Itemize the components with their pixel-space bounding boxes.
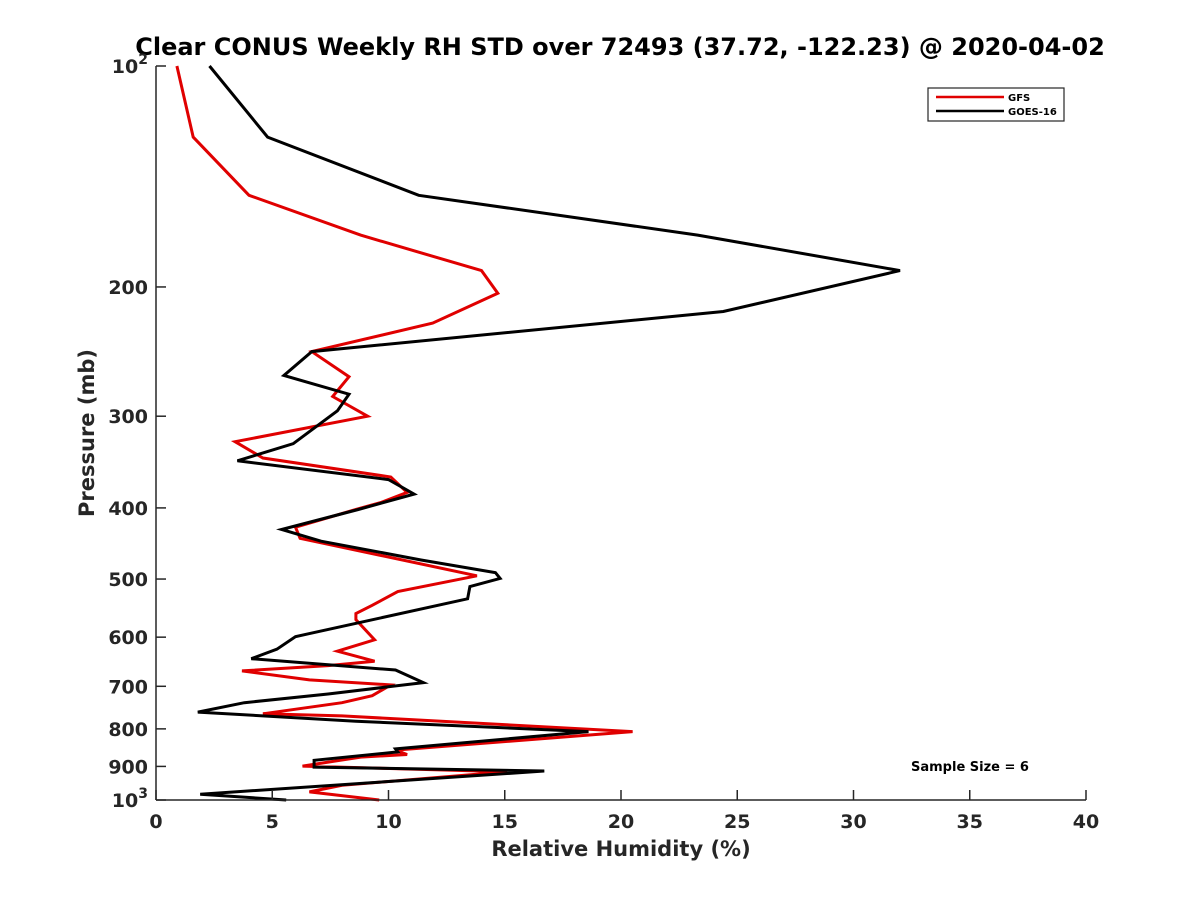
x-tick-label: 15 [492, 811, 518, 833]
sample-size-annotation: Sample Size = 6 [911, 760, 1029, 775]
x-tick-label: 0 [149, 811, 162, 833]
x-ticks: 0 5 10 15 20 25 30 35 40 [149, 790, 1099, 833]
y-tick-label: 700 [108, 676, 148, 698]
chart-title: Clear CONUS Weekly RH STD over 72493 (37… [135, 33, 1105, 61]
y-axis-label: Pressure (mb) [75, 349, 99, 517]
x-tick-label: 30 [840, 811, 866, 833]
y-tick-label: 103 [112, 786, 148, 812]
y-tick-label: 400 [108, 498, 148, 520]
legend: GFS GOES-16 [927, 87, 1065, 122]
x-tick-label: 10 [375, 811, 401, 833]
x-tick-label: 20 [608, 811, 634, 833]
x-tick-label: 35 [957, 811, 983, 833]
legend-box [927, 87, 1065, 122]
legend-label-goes16: GOES-16 [1008, 107, 1057, 118]
axes-layer [155, 66, 1086, 801]
x-tick-label: 5 [266, 811, 279, 833]
y-tick-label: 600 [108, 627, 148, 649]
y-tick-label: 800 [108, 719, 148, 741]
series-line-gfs [175, 65, 633, 802]
series-layer [175, 65, 901, 802]
y-tick-label: 900 [108, 756, 148, 778]
y-tick-label: 102 [112, 52, 148, 78]
y-ticks: 102 200 300 400 500 600 700 800 900 103 [108, 52, 166, 812]
x-tick-label: 25 [724, 811, 750, 833]
series-line-goes16 [197, 65, 901, 802]
y-tick-label: 200 [108, 277, 148, 299]
x-tick-label: 40 [1073, 811, 1099, 833]
y-tick-label: 500 [108, 569, 148, 591]
y-tick-label: 300 [108, 406, 148, 428]
legend-label-gfs: GFS [1008, 93, 1030, 104]
x-axis-label: Relative Humidity (%) [491, 837, 750, 861]
